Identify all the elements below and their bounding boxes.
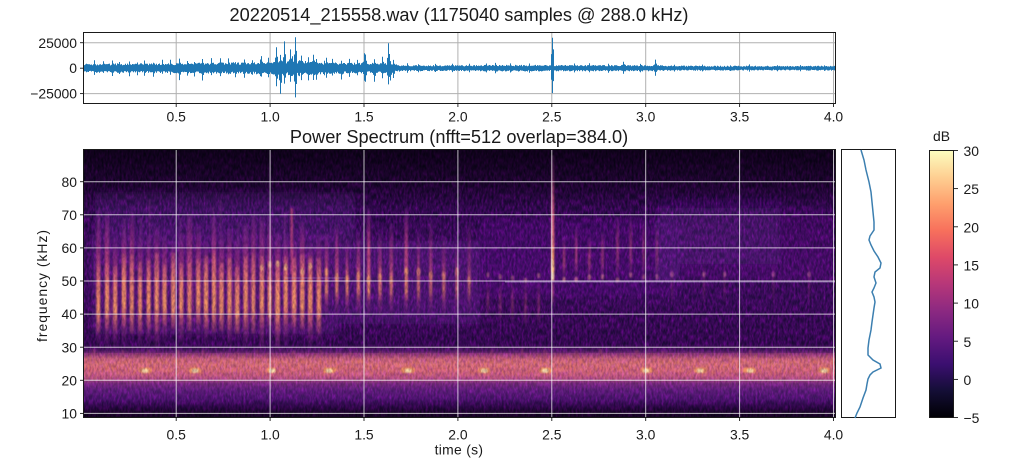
svg-text:30: 30 [62, 339, 78, 355]
svg-text:−5: −5 [964, 410, 980, 426]
svg-text:60: 60 [62, 240, 78, 256]
svg-text:20220514_215558.wav (1175040 s: 20220514_215558.wav (1175040 samples @ 2… [230, 5, 689, 26]
svg-text:40: 40 [62, 306, 78, 322]
svg-text:3.5: 3.5 [730, 108, 750, 124]
svg-text:70: 70 [62, 207, 78, 223]
svg-text:3.0: 3.0 [636, 108, 656, 124]
svg-text:3.0: 3.0 [636, 426, 656, 442]
svg-text:0: 0 [69, 60, 77, 76]
svg-text:10: 10 [964, 296, 980, 312]
svg-text:25: 25 [964, 181, 980, 197]
svg-text:25000: 25000 [38, 35, 77, 51]
svg-text:−25000: −25000 [30, 86, 77, 102]
svg-text:10: 10 [62, 406, 78, 422]
svg-text:0: 0 [964, 372, 972, 388]
svg-text:30: 30 [964, 143, 980, 159]
svg-text:1.5: 1.5 [354, 426, 374, 442]
svg-text:3.5: 3.5 [730, 426, 750, 442]
svg-text:2.0: 2.0 [448, 426, 468, 442]
svg-text:frequency (kHz): frequency (kHz) [34, 229, 50, 342]
svg-text:2.0: 2.0 [448, 108, 468, 124]
svg-text:15: 15 [964, 258, 980, 274]
svg-text:time (s): time (s) [435, 442, 484, 458]
svg-text:Power Spectrum (nfft=512 overl: Power Spectrum (nfft=512 overlap=384.0) [290, 127, 628, 147]
svg-text:0.5: 0.5 [167, 108, 187, 124]
svg-text:20: 20 [62, 372, 78, 388]
svg-text:20: 20 [964, 219, 980, 235]
svg-text:2.5: 2.5 [542, 426, 562, 442]
svg-text:5: 5 [964, 334, 972, 350]
svg-text:0.5: 0.5 [167, 426, 187, 442]
svg-text:1.0: 1.0 [260, 108, 280, 124]
svg-text:1.5: 1.5 [354, 108, 374, 124]
svg-text:4.0: 4.0 [824, 426, 844, 442]
svg-text:50: 50 [62, 273, 78, 289]
svg-text:4.0: 4.0 [824, 108, 844, 124]
svg-text:dB: dB [933, 128, 950, 144]
svg-text:1.0: 1.0 [260, 426, 280, 442]
svg-text:2.5: 2.5 [542, 108, 562, 124]
svg-text:80: 80 [62, 174, 78, 190]
